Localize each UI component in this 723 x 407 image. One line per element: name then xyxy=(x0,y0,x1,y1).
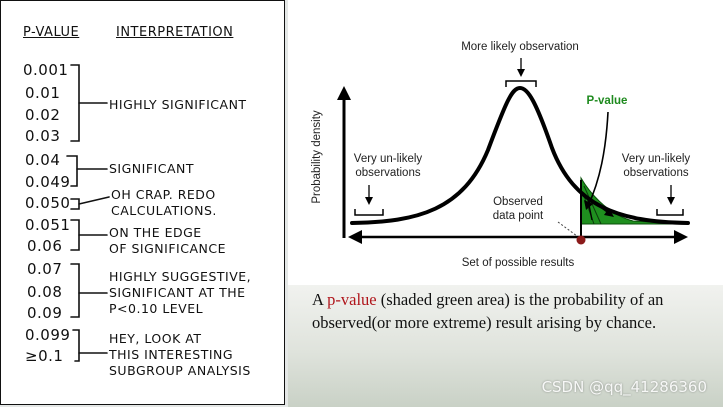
x-axis-label: Set of possible results xyxy=(461,257,575,269)
left-tail-bracket xyxy=(354,209,384,216)
pvalue-label: P-value xyxy=(586,95,628,107)
x-axis-right-arrowhead xyxy=(674,230,688,244)
right-tail-bracket xyxy=(656,209,684,216)
pvalue-item: 0.049 xyxy=(25,173,71,191)
pvalue-pointer-arrow xyxy=(587,111,609,207)
pvalue-item: 0.04 xyxy=(25,151,61,169)
x-axis-left-arrowhead xyxy=(348,230,362,244)
caption-text: A p-value (shaded green area) is the pro… xyxy=(312,290,664,332)
pvalue-item: 0.001 xyxy=(23,61,69,79)
observed-data-point-label: Observed data point xyxy=(492,196,544,222)
pvalue-item: 0.099 xyxy=(25,326,71,344)
distribution-graphic xyxy=(337,58,690,245)
pvalue-item: 0.01 xyxy=(25,84,61,102)
pvalue-interpretation-table: P-VALUE INTERPRETATION 0.001 0.01 0.02 0… xyxy=(0,0,285,405)
left-tail-label: Very un-likely observations xyxy=(353,153,423,179)
y-axis-arrowhead xyxy=(337,86,351,100)
interpretation-text: HIGHLY SUGGESTIVE, SIGNIFICANT AT THE P<… xyxy=(109,269,252,316)
pvalue-item: 0.02 xyxy=(25,106,61,124)
pvalue-item: 0.050 xyxy=(25,194,71,212)
interpretation-text: ON THE EDGE OF SIGNIFICANCE xyxy=(109,225,226,256)
more-likely-observation-label: More likely observation xyxy=(461,41,579,53)
interpretation-text: SIGNIFICANT xyxy=(109,161,194,176)
interpretation-column-header: INTERPRETATION xyxy=(116,25,234,40)
watermark: CSDN @qq_41286360 xyxy=(541,378,707,396)
caption-area: A p-value (shaded green area) is the pro… xyxy=(288,285,723,407)
observed-pointer xyxy=(557,221,578,237)
interpretation-text: HIGHLY SIGNIFICANT xyxy=(109,97,247,112)
pvalue-item: 0.051 xyxy=(25,216,71,234)
y-axis-label: Probability density xyxy=(311,110,323,204)
pvalue-item: ≥0.1 xyxy=(25,347,64,365)
pvalue-item: 0.08 xyxy=(27,283,63,301)
pvalue-item: 0.07 xyxy=(27,260,63,278)
observed-data-point xyxy=(576,235,586,245)
bracket-lines xyxy=(66,64,110,362)
pvalue-column-header: P-VALUE xyxy=(23,25,80,40)
pvalue-item: 0.09 xyxy=(27,304,63,322)
top-bracket xyxy=(505,80,537,87)
caption-highlight: p-value xyxy=(327,290,377,309)
interpretation-text: HEY, LOOK AT THIS INTERESTING SUBGROUP A… xyxy=(109,331,251,378)
right-tail-label: Very un-likely observations xyxy=(621,153,691,179)
pvalue-item: 0.03 xyxy=(25,127,61,145)
interpretation-text: OH CRAP. REDO CALCULATIONS. xyxy=(111,187,217,218)
pvalue-item: 0.06 xyxy=(27,237,63,255)
pvalue-distribution-diagram: More likely observation P-value Very un-… xyxy=(288,0,723,285)
